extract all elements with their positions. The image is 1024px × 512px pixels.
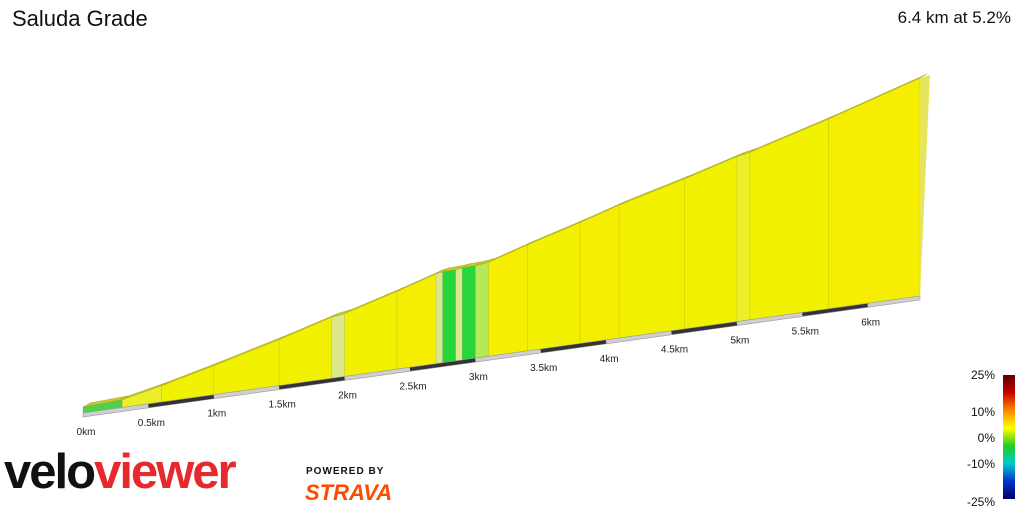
logo-viewer-text: viewer bbox=[94, 445, 237, 499]
distance-marker bbox=[148, 394, 215, 408]
profile-ridge bbox=[828, 73, 928, 120]
x-tick-label: 0.5km bbox=[138, 418, 165, 429]
profile-segment bbox=[435, 271, 443, 364]
logo-velo-text: velo bbox=[4, 445, 96, 499]
route-title: Saluda Grade bbox=[12, 6, 148, 31]
x-tick-label: 1km bbox=[207, 409, 226, 420]
distance-marker bbox=[278, 376, 345, 390]
profile-segment bbox=[579, 204, 620, 344]
distance-marker bbox=[802, 303, 868, 317]
x-tick-label: 4km bbox=[600, 354, 619, 365]
x-tick-label: 2.5km bbox=[399, 381, 426, 392]
route-summary: 6.4 km at 5.2% bbox=[897, 8, 1011, 27]
x-tick-label: 4.5km bbox=[661, 345, 688, 356]
distance-marker bbox=[671, 321, 738, 335]
gradient-color-scale bbox=[1003, 375, 1015, 499]
x-tick-label: 0km bbox=[77, 427, 96, 438]
profile-segment bbox=[749, 118, 829, 321]
profile-segment bbox=[527, 222, 581, 352]
profile-segment bbox=[455, 267, 463, 362]
x-tick-label: 3.5km bbox=[530, 363, 557, 374]
profile-segment bbox=[213, 338, 280, 396]
x-tick-label: 1.5km bbox=[269, 400, 296, 411]
profile-segment bbox=[684, 156, 738, 330]
profile-segment bbox=[488, 244, 528, 357]
distance-marker bbox=[540, 340, 607, 353]
profile-end-cap bbox=[920, 75, 930, 296]
profile-segment bbox=[736, 151, 751, 322]
profile-segment bbox=[331, 313, 345, 379]
profile-segment bbox=[344, 290, 398, 377]
x-tick-label: 3km bbox=[469, 372, 488, 383]
x-tick-label: 6km bbox=[861, 317, 880, 328]
distance-marker bbox=[409, 358, 476, 372]
legend-label-max: 25% bbox=[970, 368, 995, 382]
gradient-legend: 25% 10% 0% -10% -25% bbox=[962, 366, 1024, 512]
veloviewer-logo[interactable]: veloviewer bbox=[4, 445, 237, 499]
x-tick-label: 5.5km bbox=[792, 326, 819, 337]
x-tick-label: 2km bbox=[338, 390, 357, 401]
powered-by-label: POWERED BY bbox=[306, 466, 385, 477]
legend-label-10: 10% bbox=[970, 405, 995, 419]
legend-label-min: -25% bbox=[966, 495, 995, 509]
profile-segment bbox=[442, 269, 457, 364]
profile-segment bbox=[618, 178, 685, 339]
legend-label-0: 0% bbox=[977, 431, 995, 445]
profile-segment bbox=[461, 265, 476, 361]
legend-label-neg10: -10% bbox=[966, 457, 995, 471]
strava-logo[interactable]: STRAVA bbox=[305, 480, 393, 505]
x-tick-label: 5km bbox=[730, 336, 749, 347]
profile-segment bbox=[475, 261, 489, 359]
